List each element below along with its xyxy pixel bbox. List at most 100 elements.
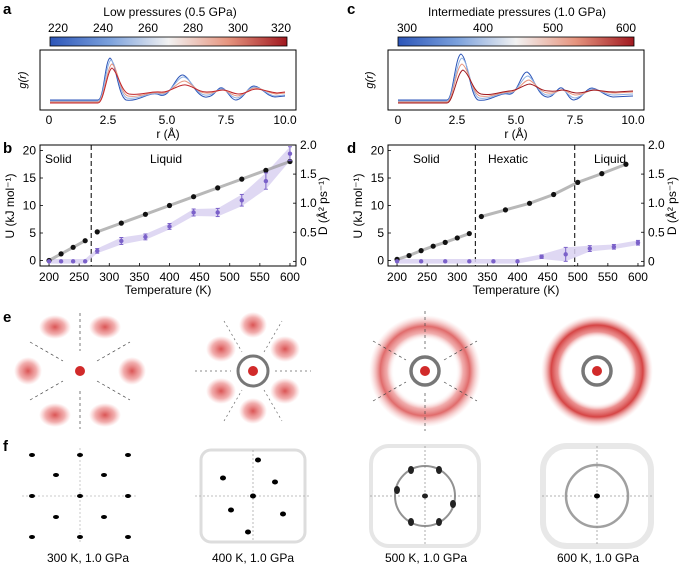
xtick: 0 <box>395 113 402 127</box>
energy-point <box>466 230 472 237</box>
colorbar-ticks-a: 220 240 260 280 300 320 <box>48 21 291 35</box>
energy-point <box>418 248 424 254</box>
energy-point <box>430 243 436 249</box>
peak <box>29 453 35 457</box>
panel-label-a: a <box>3 1 12 18</box>
energy-point <box>118 220 124 226</box>
inner-ring <box>236 354 270 388</box>
peak <box>101 473 107 477</box>
diffusion-point <box>215 210 220 215</box>
bragg-peaks <box>29 453 131 539</box>
cbar-tick: 240 <box>93 21 113 35</box>
xtick: 350 <box>129 270 149 284</box>
cbar-tick: 280 <box>183 21 203 35</box>
xtick: 10.0 <box>621 113 645 127</box>
ytick: 15 <box>23 171 37 185</box>
energy-point <box>478 213 484 220</box>
energy-point <box>287 158 293 165</box>
diffusion-point <box>443 259 448 264</box>
f-pattern-500K <box>369 444 481 548</box>
ytick: 1.5 <box>648 167 665 181</box>
peak <box>250 493 256 499</box>
density-peak <box>39 403 71 427</box>
peak <box>29 535 35 539</box>
ytick: 2.0 <box>300 138 317 152</box>
colorbar-a <box>49 36 288 47</box>
xtick: 7.5 <box>567 113 584 127</box>
yticks-right-d: 0 0.5 1.0 1.5 2.0 <box>648 138 665 268</box>
energy-trend-line <box>48 239 86 262</box>
cbar-tick: 400 <box>473 21 493 35</box>
gr-curves-a <box>50 57 286 104</box>
f-pattern-600K <box>540 443 654 549</box>
cbar-tick: 320 <box>271 21 291 35</box>
gr-plot-a <box>39 49 297 111</box>
center-particle <box>420 366 430 376</box>
diffusion-point <box>143 234 148 240</box>
region-label-solid: Solid <box>413 152 440 166</box>
density-peak <box>14 357 42 385</box>
region-label-liquid: Liquid <box>150 152 182 166</box>
energy-point <box>239 176 245 182</box>
xtick: 450 <box>190 270 210 284</box>
chart-b: Solid Liquid 0 5 10 15 20 0 0.5 1.0 1.5 … <box>3 138 330 297</box>
xtick: 500 <box>568 270 588 284</box>
peak <box>29 494 35 498</box>
ylabel-c: g(r) <box>364 71 376 88</box>
diffusion-point <box>491 259 496 264</box>
panel-label-f: f <box>3 438 9 455</box>
cbar-tick: 300 <box>397 21 417 35</box>
peak <box>125 453 131 457</box>
energy-point <box>502 207 509 213</box>
energy-point <box>526 200 533 206</box>
energy-trend-line <box>480 162 627 218</box>
energy-point <box>166 202 173 209</box>
peak <box>125 494 131 498</box>
peak <box>394 486 400 494</box>
peak <box>408 466 414 474</box>
ylabel-left-b: U (kJ mol⁻¹) <box>3 174 17 239</box>
cbar-tick: 220 <box>48 21 68 35</box>
energy-point <box>70 244 76 250</box>
e-map-500K <box>369 311 481 431</box>
diffusion-point <box>95 248 100 254</box>
diffusion-point <box>191 210 196 215</box>
diffraction-ring <box>564 463 630 529</box>
xlabel-b: Temperature (K) <box>125 283 212 297</box>
xlabel-d: Temperature (K) <box>473 283 560 297</box>
e-map-400K <box>195 312 311 424</box>
bragg-peaks <box>220 457 286 535</box>
energy-point <box>623 161 629 167</box>
xtick: 10.0 <box>273 113 297 127</box>
xticks-b: 200 250 300 350 400 450 500 550 600 <box>39 270 300 284</box>
density-peak <box>270 336 300 362</box>
center-particle <box>248 366 258 376</box>
peak <box>450 500 456 508</box>
colorbar-ticks-c: 300 400 500 600 <box>397 21 636 35</box>
region-label-hexatic: Hexatic <box>488 152 528 166</box>
panel-label-b: b <box>3 140 12 157</box>
xtick: 300 <box>447 270 467 284</box>
diffusion-point <box>587 246 592 251</box>
ylabel-right-d: D (Å² ps⁻¹) <box>664 177 679 235</box>
diffusion-point <box>418 259 424 264</box>
region-label-liquid: Liquid <box>594 152 626 166</box>
peak <box>272 479 278 485</box>
energy-point <box>94 229 100 235</box>
peak <box>594 493 600 499</box>
energy-point <box>599 171 605 177</box>
ytick: 5 <box>29 226 36 240</box>
xtick: 0 <box>46 113 53 127</box>
diffusion-point <box>515 259 520 264</box>
chart-d: Solid Hexatic Liquid 0 5 10 15 20 0 0.5 … <box>351 138 679 297</box>
density-peak <box>239 312 267 338</box>
density-peak <box>118 357 146 385</box>
gr-plot-c <box>387 49 645 111</box>
yticks-right-b: 0 0.5 1.0 1.5 2.0 <box>300 138 317 268</box>
xtick: 350 <box>477 270 497 284</box>
ytick: 5 <box>377 226 384 240</box>
diffusion-point <box>635 240 641 245</box>
peak <box>77 535 83 539</box>
xtick: 5.0 <box>508 113 525 127</box>
panel-label-e: e <box>3 309 11 326</box>
